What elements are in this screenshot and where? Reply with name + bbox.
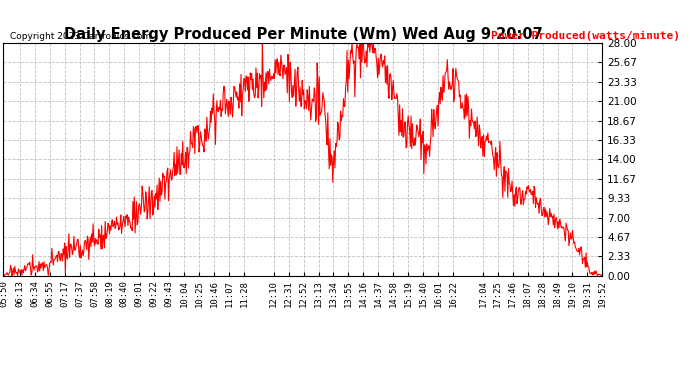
Text: Copyright 2023 Cartronics.com: Copyright 2023 Cartronics.com [10,32,152,41]
Text: Power Produced(watts/minute): Power Produced(watts/minute) [491,32,680,41]
Title: Daily Energy Produced Per Minute (Wm) Wed Aug 9 20:07: Daily Energy Produced Per Minute (Wm) We… [63,27,542,42]
